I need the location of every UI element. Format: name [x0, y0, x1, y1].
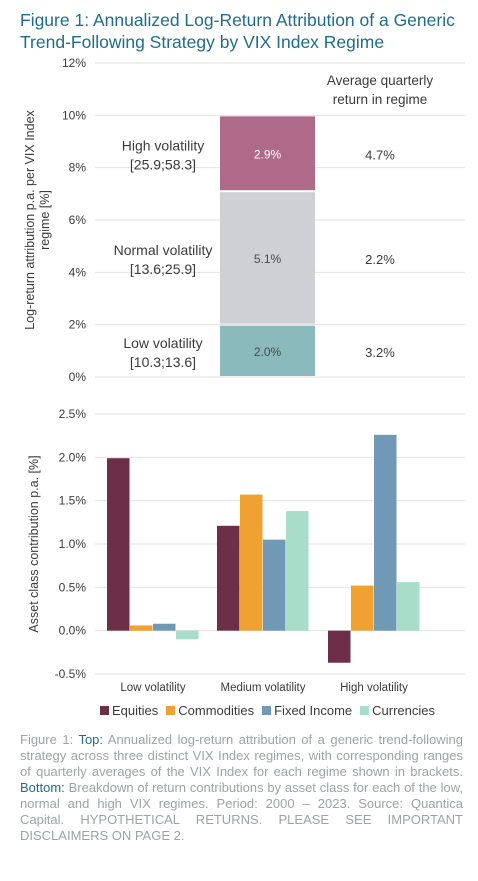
- bottom-y-axis-label: Asset class contribution p.a. [%]: [27, 455, 41, 632]
- regime-name-label: Normal volatility: [114, 242, 213, 258]
- figure-caption: Figure 1: Top: Annualized log-return att…: [20, 732, 463, 844]
- bar-commodities-high-volatility: [351, 585, 374, 631]
- bottom-y-tick-label: 2.5%: [59, 407, 87, 421]
- legend-label-equities: Equities: [112, 703, 159, 718]
- top-y-tick-label: 6%: [69, 213, 87, 227]
- caption-top-text: Annualized log-return attribution of a g…: [20, 732, 464, 779]
- legend-item-fixed-income: Fixed Income: [262, 703, 352, 718]
- top-y-tick-label: 2%: [69, 318, 87, 332]
- bar-fixed-income-low-volatility: [153, 623, 176, 631]
- right-header-line2: return in regime: [333, 92, 428, 107]
- top-chart-regime-attribution: 0% 2% 4% 6% 8% 10% 12% Log-return attribution p…: [23, 56, 465, 384]
- legend-swatch-currencies: [360, 706, 370, 715]
- bottom-y-tick-label: 1.5%: [59, 494, 87, 508]
- regime-value-label: 2.0%: [254, 345, 282, 359]
- bottom-x-tick-label: Medium volatility: [221, 682, 306, 694]
- bottom-x-tick-label: Low volatility: [120, 682, 185, 694]
- top-y-tick-label: 0%: [69, 370, 87, 384]
- right-header-line1: Average quarterly: [327, 73, 434, 88]
- legend: Equities Commodities Fixed Income Curren…: [100, 703, 460, 718]
- top-y-tick-label: 10%: [62, 108, 86, 122]
- regime-range-label: [10.3;13.6]: [130, 354, 196, 370]
- legend-item-equities: Equities: [100, 703, 158, 718]
- bar-currencies-low-volatility: [176, 630, 199, 640]
- bottom-y-tick-label: 2.0%: [59, 450, 87, 464]
- regime-segment-low-volatility: [220, 325, 315, 376]
- legend-swatch-fixed-income: [262, 706, 272, 715]
- avg-quarterly-return-value: 3.2%: [365, 345, 395, 360]
- figure-title: Figure 1: Annualized Log-Return Attribut…: [20, 10, 455, 52]
- bar-currencies-medium-volatility: [286, 511, 309, 631]
- regime-segment-high-volatility: [220, 116, 315, 191]
- regime-range-label: [13.6;25.9]: [130, 261, 196, 277]
- top-y-axis-label-line1: Log-return attribution p.a. per VIX Inde…: [23, 109, 37, 329]
- legend-item-currencies: Currencies: [360, 703, 435, 718]
- bottom-y-tick-label: 1.0%: [59, 537, 87, 551]
- bar-fixed-income-medium-volatility: [263, 539, 286, 631]
- bottom-y-tick-label: 0.0%: [59, 624, 87, 638]
- bottom-x-tick-label: High volatility: [340, 682, 408, 694]
- regime-range-label: [25.9;58.3]: [130, 156, 196, 172]
- regime-name-label: Low volatility: [123, 335, 202, 351]
- bottom-chart-asset-class-contribution: -0.5% 0.0% 0.5% 1.0% 1.5% 2.0% 2.5% Asset class…: [27, 407, 465, 694]
- regime-segment-normal-volatility: [220, 192, 315, 324]
- bar-equities-high-volatility: [328, 630, 351, 663]
- bar-commodities-low-volatility: [130, 625, 153, 631]
- bar-currencies-high-volatility: [397, 582, 420, 631]
- caption-bottom-label: Bottom:: [20, 780, 65, 795]
- legend-swatch-commodities: [166, 706, 176, 715]
- bar-equities-low-volatility: [107, 458, 130, 631]
- legend-label-commodities: Commodities: [178, 703, 255, 718]
- legend-item-commodities: Commodities: [166, 703, 254, 718]
- regime-value-label: 5.1%: [254, 252, 282, 266]
- top-y-tick-label: 8%: [69, 161, 87, 175]
- caption-bottom-text: Breakdown of return contributions by ass…: [20, 780, 463, 843]
- caption-intro: Figure 1:: [20, 732, 79, 747]
- avg-quarterly-return-value: 2.2%: [365, 252, 395, 267]
- legend-label-currencies: Currencies: [372, 703, 436, 718]
- bottom-y-tick-label: 0.5%: [59, 580, 87, 594]
- top-y-axis-label-line2: regime [%]: [38, 190, 52, 250]
- legend-label-fixed-income: Fixed Income: [274, 703, 353, 718]
- top-y-tick-label: 4%: [69, 265, 87, 279]
- top-y-tick-label: 12%: [62, 56, 86, 70]
- regime-name-label: High volatility: [122, 137, 204, 153]
- legend-swatch-equities: [100, 706, 109, 715]
- bar-equities-medium-volatility: [217, 525, 240, 631]
- bar-commodities-medium-volatility: [240, 494, 263, 631]
- caption-top-label: Top:: [78, 732, 104, 747]
- avg-quarterly-return-value: 4.7%: [365, 147, 395, 162]
- regime-value-label: 2.9%: [254, 147, 282, 161]
- top-y-axis-label: Log-return attribution p.a. per VIX Inde…: [23, 109, 52, 329]
- bottom-y-tick-label: -0.5%: [55, 667, 87, 681]
- bar-fixed-income-high-volatility: [374, 434, 397, 631]
